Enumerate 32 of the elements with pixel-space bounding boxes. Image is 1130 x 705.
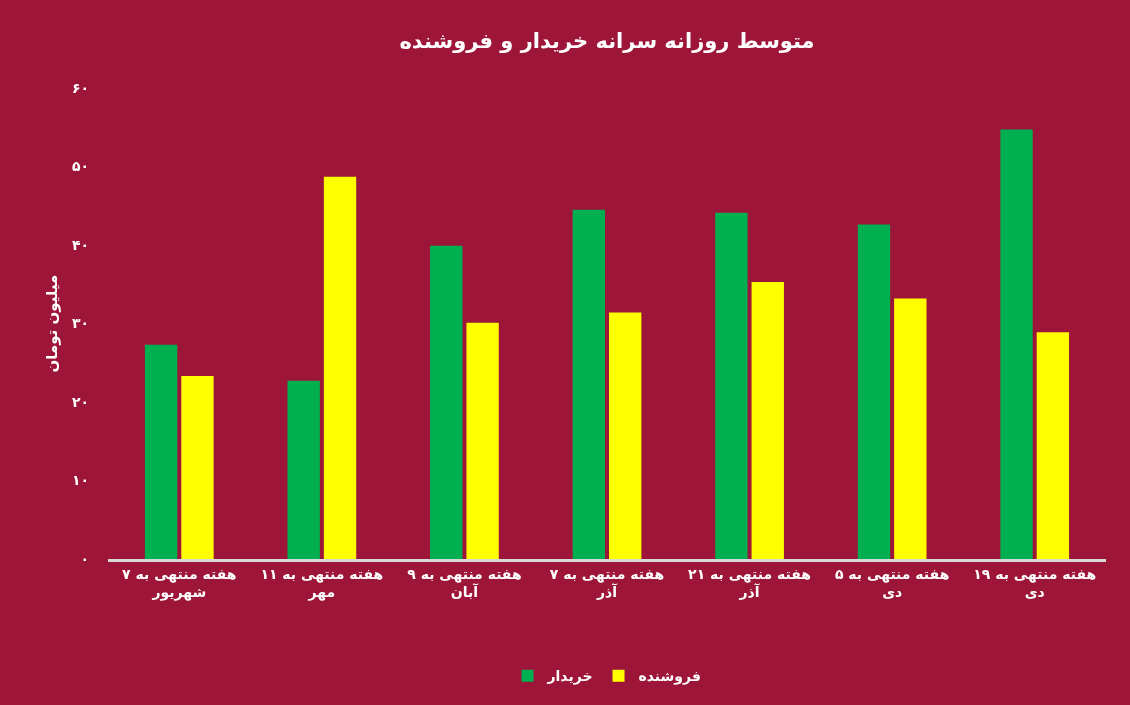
bar	[323, 176, 357, 559]
y-tick-label: ۴۰	[71, 236, 89, 253]
legend-label: فروشنده	[638, 668, 701, 686]
x-tick-label: هفته منتهی به ۷ آذر	[549, 565, 665, 600]
y-axis-title: میلیون تومان	[43, 274, 62, 373]
bar	[181, 376, 214, 559]
y-tick-label: ۰	[80, 550, 89, 567]
x-tick-label: هفته منتهی به ۱۹ دی	[973, 565, 1097, 600]
bar	[430, 245, 463, 559]
x-tick-label: هفته منتهی به ۹ آبان	[407, 565, 522, 600]
y-tick-label: ۲۰	[71, 393, 89, 410]
bar	[1036, 332, 1070, 559]
legend-label: خریدار	[546, 668, 593, 686]
chart-title: متوسط روزانه سرانه خریدار و فروشنده	[399, 29, 815, 54]
bar	[572, 209, 605, 559]
y-tick-label: ۳۰	[71, 315, 89, 332]
bar	[466, 322, 499, 559]
bar	[609, 312, 642, 559]
bar	[894, 298, 927, 559]
bar	[751, 281, 784, 559]
bar	[144, 344, 178, 559]
x-tick-label: هفته منتهی به ۷ شهریور	[122, 565, 237, 601]
bar	[857, 224, 891, 559]
bar	[1000, 129, 1033, 559]
x-tick-label: هفته منتهی به ۱۱ مهر	[260, 565, 384, 601]
y-tick-label: ۱۰	[71, 472, 89, 489]
y-tick-label: ۶۰	[71, 79, 89, 96]
bar	[287, 380, 320, 559]
y-tick-label: ۵۰	[71, 158, 89, 175]
bar	[715, 212, 748, 559]
x-tick-label: هفته منتهی به ۲۱ آذر	[688, 565, 812, 600]
x-tick-label: هفته منتهی به ۵ دی	[834, 565, 950, 600]
